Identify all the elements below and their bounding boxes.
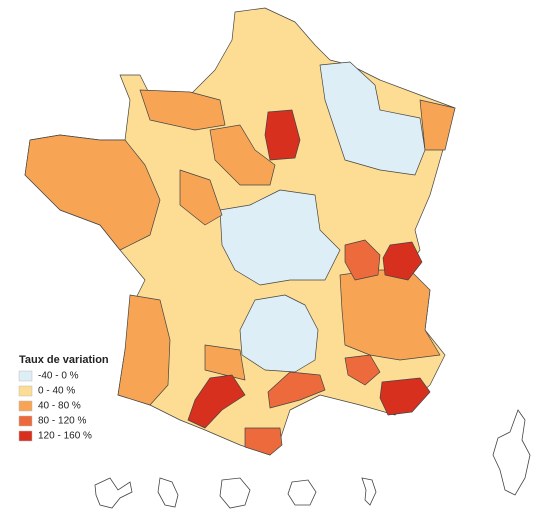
legend-swatch <box>18 415 33 427</box>
department-area <box>344 239 381 281</box>
department-area <box>139 89 226 131</box>
legend-swatch <box>18 385 33 397</box>
martinique-outline <box>157 477 179 508</box>
legend: Taux de variation -40 - 0 % 0 - 40 % 40 - … <box>18 354 109 442</box>
legend-label: -40 - 0 % <box>38 371 79 382</box>
department-area <box>219 189 341 286</box>
legend-swatch <box>18 400 33 412</box>
department-area <box>382 241 423 281</box>
legend-swatch <box>18 370 33 382</box>
department-area <box>24 134 161 251</box>
department-area <box>264 109 301 161</box>
department-area <box>204 344 246 381</box>
department-area <box>339 269 441 361</box>
department-area <box>379 377 431 416</box>
legend-label: 0 - 40 % <box>38 386 75 397</box>
corsica-outline <box>492 409 531 496</box>
legend-title: Taux de variation <box>19 354 109 366</box>
legend-label: 40 - 80 % <box>38 401 81 412</box>
overseas-outlines <box>94 409 531 509</box>
department-area <box>179 169 223 226</box>
france-map <box>24 7 456 456</box>
legend-label: 120 - 160 % <box>38 431 92 442</box>
mayotte-outline <box>361 477 377 506</box>
department-area <box>344 354 381 386</box>
department-area <box>267 371 326 409</box>
legend-label: 80 - 120 % <box>38 416 86 427</box>
reunion-outline <box>287 479 317 506</box>
department-area <box>209 124 276 186</box>
guyane-outline <box>219 477 251 509</box>
department-area <box>187 374 246 429</box>
guadeloupe-outline <box>94 477 133 509</box>
legend-swatch <box>18 430 33 442</box>
department-area <box>244 427 283 456</box>
department-area <box>239 294 319 373</box>
department-area <box>419 99 456 151</box>
department-area <box>117 294 171 406</box>
department-area <box>319 61 426 176</box>
